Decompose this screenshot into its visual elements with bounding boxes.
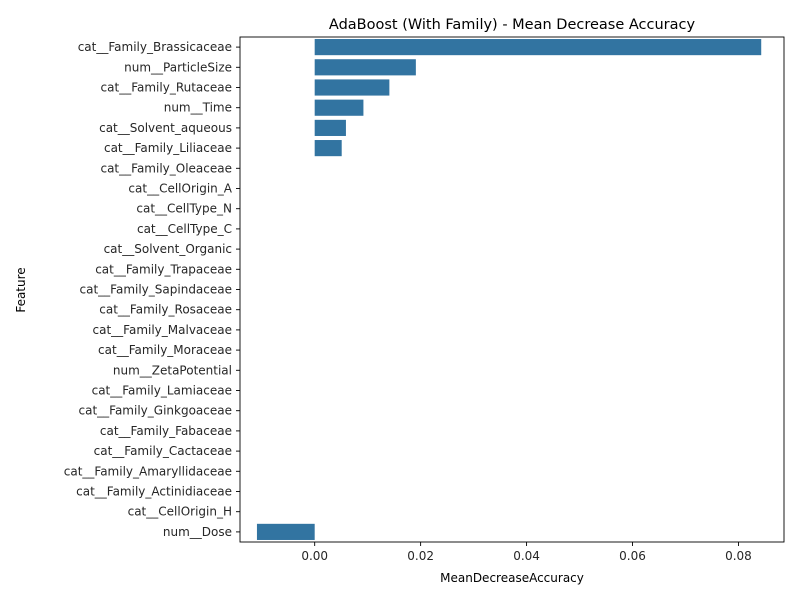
x-tick-label: 0.00 (301, 549, 328, 563)
y-tick-label: num__ParticleSize (124, 60, 232, 74)
y-tick-label: cat__Family_Trapaceae (95, 262, 232, 276)
y-tick-label: cat__CellOrigin_H (128, 505, 232, 519)
y-tick-label: cat__Family_Fabaceae (100, 424, 232, 438)
y-tick-label: cat__Family_Malvaceae (93, 323, 232, 337)
y-tick-label: cat__Solvent_aqueous (99, 121, 232, 135)
y-tick-label: cat__Family_Lamiaceae (92, 384, 232, 398)
x-tick-label: 0.02 (407, 549, 434, 563)
y-tick-label: cat__Family_Cactaceae (94, 444, 232, 458)
y-tick-label: cat__Family_Sapindaceae (80, 283, 232, 297)
bar (314, 39, 762, 56)
bar (314, 99, 364, 116)
chart-title: AdaBoost (With Family) - Mean Decrease A… (329, 17, 696, 33)
y-tick-label: cat__Family_Brassicaceae (78, 40, 232, 54)
y-axis-label: Feature (14, 267, 28, 312)
y-tick-label: cat__CellType_C (137, 222, 232, 236)
bar (256, 523, 315, 540)
y-tick-label: cat__CellType_N (136, 202, 232, 216)
plot-frame (239, 36, 785, 543)
bar (314, 119, 346, 136)
y-tick-label: num__Dose (163, 525, 232, 539)
bars-group (256, 39, 762, 540)
y-tick-label: num__ZetaPotential (113, 363, 232, 377)
y-tick-label: cat__Family_Moraceae (98, 343, 232, 357)
y-tick-label: cat__Family_Rutaceae (101, 81, 232, 95)
y-tick-label: num__Time (164, 101, 232, 115)
bar (314, 79, 390, 96)
y-tick-label: cat__Family_Actinidiaceae (76, 485, 232, 499)
bar (314, 140, 342, 157)
x-axis-ticks: 0.00 0.02 0.04 0.06 0.08 (301, 542, 752, 563)
y-tick-label: cat__Family_Rosaceae (99, 303, 232, 317)
y-tick-label: cat__Family_Amaryllidaceae (64, 464, 232, 478)
y-tick-label: cat__Family_Oleaceae (100, 161, 232, 175)
bar (314, 59, 416, 76)
x-axis-label: MeanDecreaseAccuracy (440, 571, 584, 585)
y-tick-label: cat__Family_Ginkgoaceae (79, 404, 233, 418)
x-tick-label: 0.08 (725, 549, 752, 563)
x-tick-label: 0.04 (513, 549, 540, 563)
y-tick-label: cat__CellOrigin_A (128, 182, 232, 196)
y-axis-ticks: cat__Family_Brassicaceae num__ParticleSiz… (64, 40, 240, 539)
x-tick-label: 0.06 (619, 549, 646, 563)
y-tick-label: cat__Solvent_Organic (104, 242, 232, 256)
y-tick-label: cat__Family_Liliaceae (104, 141, 232, 155)
